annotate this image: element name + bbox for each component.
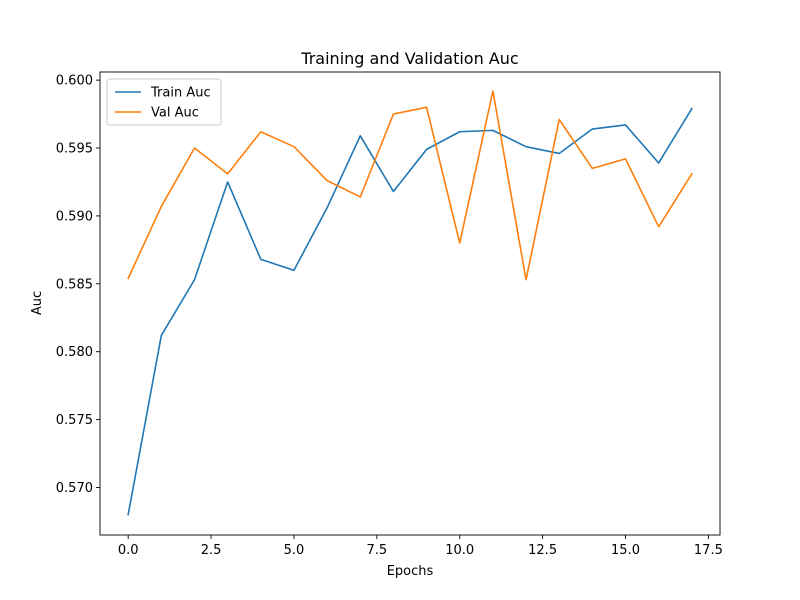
- legend-box: [106, 78, 222, 126]
- y-axis-label: Auc: [30, 291, 45, 315]
- x-tick-label: 15.0: [611, 543, 640, 558]
- y-tick-label: 0.575: [56, 413, 93, 428]
- x-tick-label: 5.0: [284, 543, 305, 558]
- legend-label-train-auc: Train Auc: [150, 86, 211, 101]
- x-tick-label: 2.5: [201, 543, 222, 558]
- x-tick-label: 17.5: [694, 543, 723, 558]
- x-tick-label: 7.5: [367, 543, 388, 558]
- y-tick-label: 0.595: [56, 142, 93, 157]
- y-axis-ticks: 0.570 0.575 0.580 0.585 0.590 0.595 0.600: [56, 74, 100, 496]
- legend-label-val-auc: Val Auc: [151, 106, 199, 121]
- legend: Train Auc Val Auc: [106, 78, 222, 126]
- y-tick-label: 0.580: [56, 345, 93, 360]
- series-line-train-auc: [127, 107, 693, 516]
- y-tick-label: 0.590: [56, 209, 93, 224]
- x-tick-label: 10.0: [445, 543, 474, 558]
- x-axis-ticks: 0.0 2.5 5.0 7.5 10.0 12.5 15.0 17.5: [118, 535, 723, 558]
- x-tick-label: 0.0: [118, 543, 139, 558]
- series-line-val-auc: [127, 90, 693, 281]
- y-tick-label: 0.585: [56, 277, 93, 292]
- y-tick-label: 0.570: [56, 481, 93, 496]
- x-tick-label: 12.5: [528, 543, 557, 558]
- plot-frame: [99, 71, 721, 536]
- x-axis-label: Epochs: [387, 564, 434, 579]
- chart-title: Training and Validation Auc: [300, 49, 518, 68]
- plot-area: [99, 71, 721, 536]
- y-tick-label: 0.600: [56, 74, 93, 89]
